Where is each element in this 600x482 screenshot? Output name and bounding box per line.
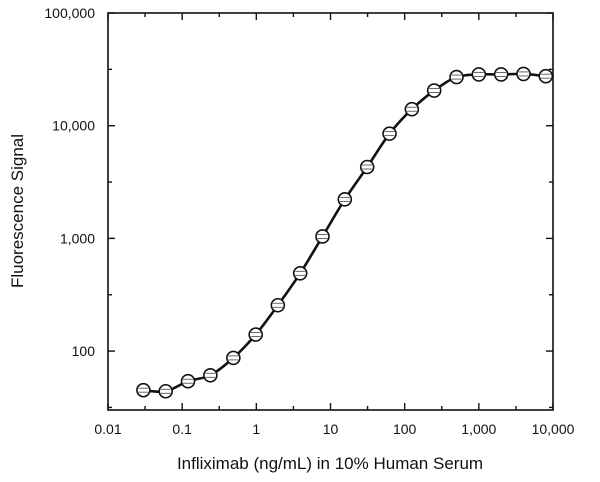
data-point-marker: [136, 382, 151, 398]
tick-labels: 0.01 0.1 1 10 100 1,000 10,000 100 1,000 10,000 10…: [44, 5, 574, 437]
data-point: [538, 68, 554, 84]
data-point-marker: [359, 159, 375, 175]
x-tick-label: 0.1: [172, 421, 192, 437]
data-point-marker: [180, 373, 196, 389]
data-point-marker: [404, 101, 420, 117]
data-point-marker: [426, 83, 442, 98]
data-point: [516, 66, 531, 82]
data-point: [471, 67, 487, 82]
x-axis-title: Infliximab (ng/mL) in 10% Human Serum: [177, 454, 483, 473]
x-tick-label: 1: [252, 421, 260, 437]
x-tick-label: 1,000: [461, 421, 496, 437]
data-point: [203, 367, 218, 383]
data-point: [315, 229, 330, 244]
x-tick-label: 10,000: [532, 421, 575, 437]
data-point-marker: [270, 297, 286, 313]
x-tick-label: 10: [323, 421, 339, 437]
data-point-marker: [382, 126, 397, 141]
data-point: [270, 297, 286, 313]
plot-frame: [107, 12, 554, 411]
data-point: [180, 373, 196, 389]
data-series: [136, 66, 554, 399]
data-point-marker: [158, 383, 174, 399]
y-tick-label: 10,000: [52, 118, 95, 134]
data-point-marker: [471, 67, 487, 82]
data-point: [359, 159, 375, 175]
data-point: [158, 383, 174, 399]
y-axis-title: Fluorescence Signal: [8, 134, 27, 288]
fit-curve: [143, 72, 546, 394]
data-point-marker: [493, 67, 509, 82]
y-tick-label: 1,000: [60, 230, 95, 246]
data-point-marker: [315, 229, 330, 244]
data-point: [449, 69, 464, 85]
data-point: [136, 382, 151, 398]
data-point: [337, 192, 353, 207]
data-point: [493, 67, 509, 82]
data-point: [382, 126, 397, 141]
data-point: [292, 265, 308, 281]
data-point: [426, 83, 442, 98]
y-tick-label: 100: [72, 343, 96, 359]
x-tick-label: 100: [393, 421, 417, 437]
data-point-marker: [292, 265, 308, 281]
y-tick-label: 100,000: [44, 5, 95, 21]
data-point-marker: [538, 68, 554, 84]
data-point-marker: [516, 66, 531, 82]
x-tick-label: 0.01: [94, 421, 121, 437]
data-point: [248, 327, 263, 342]
data-point: [404, 101, 420, 117]
axis-ticks: [107, 12, 554, 410]
data-point-marker: [226, 350, 241, 366]
data-point: [226, 350, 241, 366]
data-point-marker: [203, 367, 218, 383]
data-point-marker: [449, 69, 464, 85]
data-point-marker: [248, 327, 263, 342]
data-point-marker: [337, 192, 353, 207]
